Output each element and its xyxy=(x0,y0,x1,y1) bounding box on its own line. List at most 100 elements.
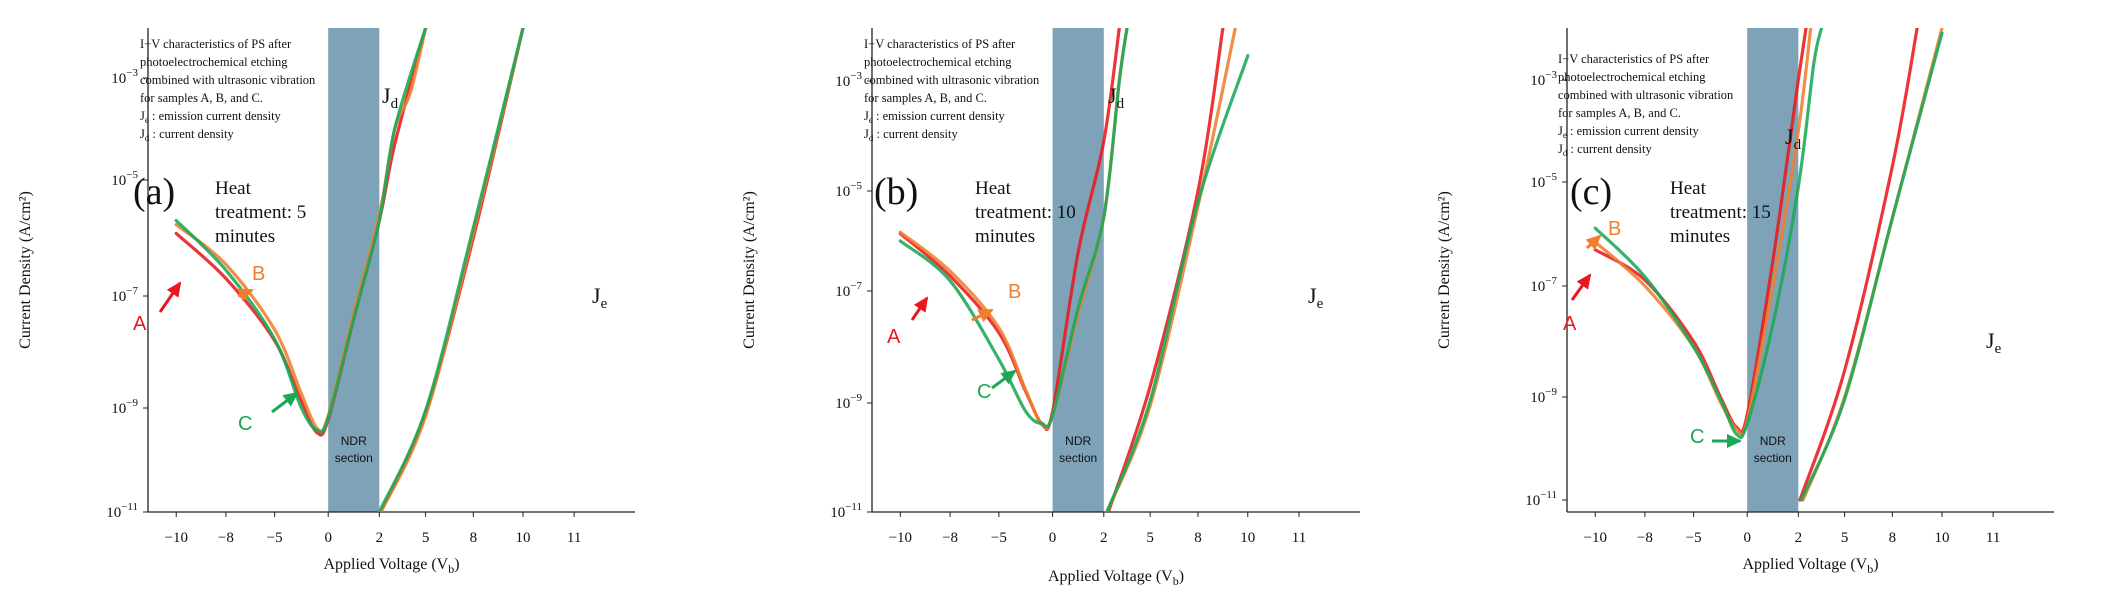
x-tick-label: −10 xyxy=(165,530,188,546)
y-axis-title: Current Density (A/cm²) xyxy=(741,191,758,349)
description-line: combined with ultrasonic vibration xyxy=(864,73,1040,87)
x-tick-label: 2 xyxy=(376,530,384,546)
y-tick-exponent: −11 xyxy=(121,501,138,513)
x-axis-title-subscript: b xyxy=(1867,562,1873,576)
y-tick-base: 10 xyxy=(830,505,845,521)
sample-arrow-head-a xyxy=(1576,273,1592,290)
je-symbol: J xyxy=(1986,328,1995,353)
je-symbol: J xyxy=(592,283,601,308)
series-line-c-je xyxy=(377,28,525,512)
x-tick-label: −10 xyxy=(1584,530,1607,546)
description-je-symbol: J xyxy=(140,109,145,123)
jd-subscript: d xyxy=(1794,137,1802,153)
sample-label-a: A xyxy=(887,326,901,348)
heat-treatment-line: treatment: 5 xyxy=(215,202,306,223)
y-tick-exponent: −7 xyxy=(1545,275,1557,287)
series-line-a-je xyxy=(1106,28,1225,512)
series-line-b-jd xyxy=(1593,28,1813,437)
x-axis-title-main: Applied Voltage (V xyxy=(1048,568,1173,585)
x-tick-label: 11 xyxy=(1986,530,2000,546)
je-subscript: e xyxy=(1995,341,2002,357)
x-tick-label: −8 xyxy=(942,530,958,546)
y-tick-base: 10 xyxy=(111,401,126,417)
ndr-label-line2: section xyxy=(335,451,373,465)
heat-treatment-line: minutes xyxy=(215,226,275,247)
heat-treatment-line: Heat xyxy=(1670,178,1707,199)
sample-label-c: C xyxy=(977,381,991,403)
ndr-label-line2: section xyxy=(1059,451,1097,465)
x-axis-title-main: Applied Voltage (V xyxy=(323,556,448,573)
sample-label-c: C xyxy=(238,413,252,435)
je-subscript: e xyxy=(601,296,608,312)
y-tick-base: 10 xyxy=(1530,73,1545,89)
description-jd-text: : current density xyxy=(873,127,958,141)
sample-arrow-head-a xyxy=(166,281,182,298)
jd-label: Jd xyxy=(1785,124,1802,153)
y-axis-title: Current Density (A/cm²) xyxy=(17,191,34,349)
heat-treatment-line: minutes xyxy=(975,226,1035,247)
description-jd-text: : current density xyxy=(1567,142,1652,156)
y-tick-label: 10−3 xyxy=(1530,69,1557,89)
x-tick-label: 11 xyxy=(1292,530,1306,546)
x-tick-label: 10 xyxy=(515,530,530,546)
ndr-label-line1: NDR xyxy=(1760,434,1786,448)
jd-symbol: J xyxy=(1785,124,1794,149)
x-tick-label: 10 xyxy=(1934,530,1949,546)
y-tick-exponent: −5 xyxy=(126,169,138,181)
y-tick-base: 10 xyxy=(1525,493,1540,509)
y-tick-label: 10−11 xyxy=(830,501,862,521)
description-line: photoelectrochemical etching xyxy=(1558,70,1706,84)
description-je-line: Je : emission current density xyxy=(1558,124,1700,140)
sample-arrow-head-c xyxy=(282,391,299,407)
y-tick-base: 10 xyxy=(835,184,850,200)
series-line-c-je xyxy=(1105,54,1250,512)
x-axis-title: Applied Voltage (Vb) xyxy=(1742,556,1878,576)
series-line-c-jd xyxy=(174,28,428,434)
y-tick-label: 10−3 xyxy=(111,67,138,87)
jd-label: Jd xyxy=(382,83,399,112)
sample-label-a: A xyxy=(1563,313,1577,335)
jd-subscript: d xyxy=(391,96,399,112)
y-tick-label: 10−5 xyxy=(1530,171,1557,191)
description-jd-subscript: d xyxy=(1563,148,1568,158)
jd-subscript: d xyxy=(1117,96,1125,112)
x-tick-label: −8 xyxy=(218,530,234,546)
x-axis-title-subscript: b xyxy=(448,562,454,576)
heat-treatment-line: treatment: 10 xyxy=(975,202,1076,223)
description-jd-line: Jd : current density xyxy=(140,127,234,143)
series-line-c-jd xyxy=(1593,28,1824,440)
sample-arrow-head-c xyxy=(1000,369,1017,385)
description-line: I−V characteristics of PS after xyxy=(140,37,292,51)
x-tick-label: −5 xyxy=(1686,530,1702,546)
series-group xyxy=(1593,28,1944,502)
description-jd-line: Jd : current density xyxy=(864,127,958,143)
description-line: combined with ultrasonic vibration xyxy=(140,73,316,87)
y-axis-title: Current Density (A/cm²) xyxy=(1436,191,1453,349)
x-axis-title: Applied Voltage (Vb) xyxy=(1048,568,1184,588)
ndr-label-line1: NDR xyxy=(1065,434,1091,448)
panel-letter: (c) xyxy=(1570,171,1612,213)
series-group xyxy=(174,28,525,512)
description-je-line: Je : emission current density xyxy=(140,109,282,125)
y-tick-label: 10−7 xyxy=(1530,275,1557,295)
description-je-subscript: e xyxy=(145,115,149,125)
description-je-subscript: e xyxy=(869,115,873,125)
y-tick-label: 10−7 xyxy=(111,285,138,305)
x-tick-label: −5 xyxy=(267,530,283,546)
heat-treatment-line: Heat xyxy=(975,178,1012,199)
x-tick-label: 0 xyxy=(1743,530,1751,546)
x-tick-label: 10 xyxy=(1240,530,1255,546)
y-tick-base: 10 xyxy=(111,173,126,189)
y-tick-base: 10 xyxy=(835,396,850,412)
y-tick-exponent: −3 xyxy=(1545,69,1557,81)
sample-label-c: C xyxy=(1690,426,1704,448)
y-tick-label: 10−3 xyxy=(835,70,862,90)
heat-treatment-line: Heat xyxy=(215,178,252,199)
description-line: for samples A, B, and C. xyxy=(140,91,263,105)
ndr-label-line2: section xyxy=(1754,451,1792,465)
series-line-b-je xyxy=(1105,28,1237,512)
x-axis-title-close: ) xyxy=(1873,556,1878,573)
y-tick-exponent: −9 xyxy=(850,392,862,404)
panel-letter: (a) xyxy=(133,171,175,213)
